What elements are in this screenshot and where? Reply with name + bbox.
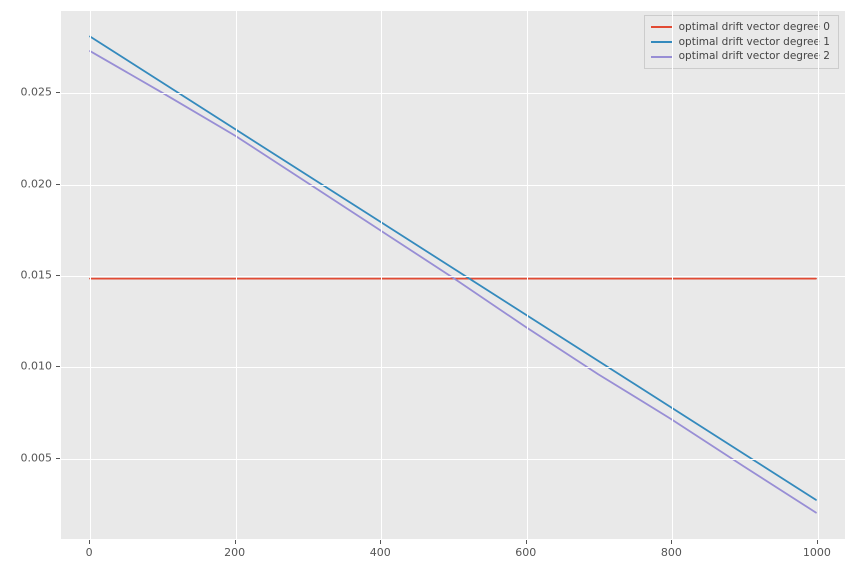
x-tick-label: 800: [661, 546, 682, 559]
y-tick-label: 0.020: [21, 177, 53, 190]
legend-swatch: [651, 26, 673, 28]
series-line-1: [90, 36, 816, 499]
grid-vline: [818, 11, 819, 539]
grid-hline: [61, 459, 845, 460]
y-tick-mark: [56, 184, 60, 185]
figure: optimal drift vector degree 0optimal dri…: [0, 0, 866, 566]
x-tick-label: 400: [370, 546, 391, 559]
grid-vline: [527, 11, 528, 539]
plot-area: optimal drift vector degree 0optimal dri…: [60, 10, 846, 540]
grid-hline: [61, 185, 845, 186]
y-tick-label: 0.015: [21, 269, 53, 282]
grid-hline: [61, 93, 845, 94]
x-tick-mark: [380, 540, 381, 544]
x-tick-mark: [526, 540, 527, 544]
series-line-2: [90, 51, 816, 513]
legend-item: optimal drift vector degree 1: [651, 35, 830, 50]
y-tick-label: 0.005: [21, 451, 53, 464]
y-tick-mark: [56, 275, 60, 276]
legend-item: optimal drift vector degree 2: [651, 49, 830, 64]
legend-label: optimal drift vector degree 1: [679, 35, 830, 50]
y-tick-label: 0.010: [21, 360, 53, 373]
x-tick-label: 1000: [803, 546, 831, 559]
x-tick-label: 200: [224, 546, 245, 559]
legend-label: optimal drift vector degree 0: [679, 20, 830, 35]
x-tick-label: 600: [515, 546, 536, 559]
grid-vline: [672, 11, 673, 539]
chart-lines-svg: [61, 11, 845, 539]
x-tick-mark: [671, 540, 672, 544]
legend-swatch: [651, 41, 673, 43]
x-tick-mark: [89, 540, 90, 544]
grid-vline: [236, 11, 237, 539]
legend-label: optimal drift vector degree 2: [679, 49, 830, 64]
y-tick-mark: [56, 458, 60, 459]
legend-item: optimal drift vector degree 0: [651, 20, 830, 35]
grid-vline: [381, 11, 382, 539]
legend-swatch: [651, 56, 673, 58]
grid-hline: [61, 367, 845, 368]
y-tick-mark: [56, 366, 60, 367]
x-tick-label: 0: [86, 546, 93, 559]
x-tick-mark: [235, 540, 236, 544]
grid-vline: [90, 11, 91, 539]
x-tick-mark: [817, 540, 818, 544]
y-tick-mark: [56, 92, 60, 93]
grid-hline: [61, 276, 845, 277]
y-tick-label: 0.025: [21, 86, 53, 99]
